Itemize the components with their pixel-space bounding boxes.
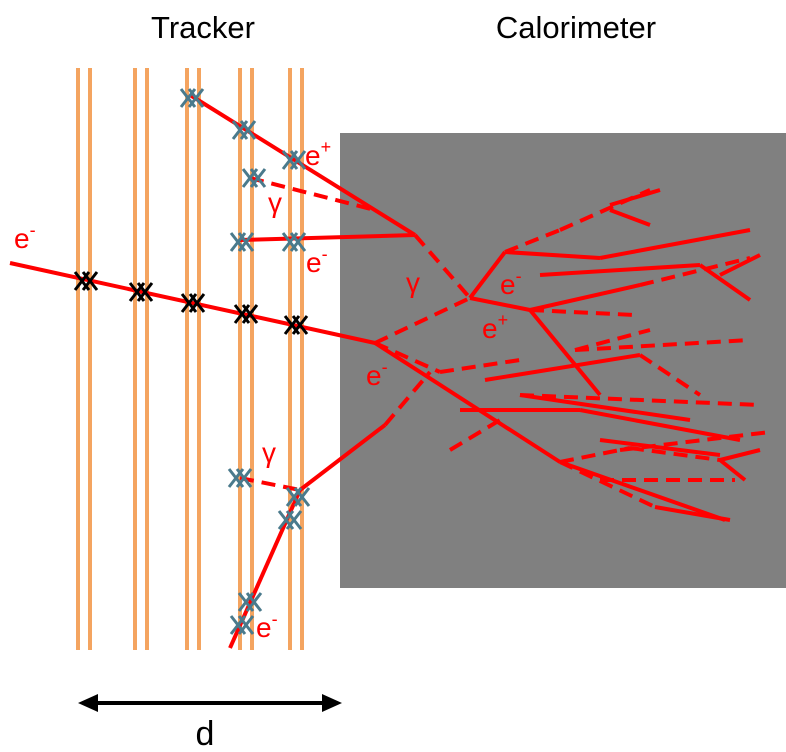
- particle-symbol: e: [500, 269, 516, 300]
- particle-charge: -: [272, 609, 278, 629]
- particle-label: e-: [256, 609, 278, 643]
- track: [599, 228, 751, 260]
- tracker-heading: Tracker: [151, 10, 255, 45]
- hit-mark: [239, 120, 257, 140]
- particle-charge: -: [30, 220, 36, 240]
- particle-charge: +: [498, 310, 509, 330]
- hit-mark: [235, 468, 253, 488]
- track: [529, 283, 641, 312]
- hit-mark: [241, 304, 259, 324]
- track: [469, 296, 531, 312]
- particle-symbol: γ: [268, 187, 282, 218]
- track: [484, 353, 641, 382]
- track: [719, 448, 761, 462]
- track: [374, 341, 441, 374]
- hit-mark: [245, 592, 263, 612]
- particle-labels: e-e+γe-γ e-e+e-γe-: [14, 137, 522, 643]
- track: [468, 250, 507, 300]
- track: [504, 250, 601, 260]
- calorimeter-block: [340, 133, 786, 588]
- hit-mark: [81, 271, 99, 291]
- track: [374, 296, 471, 345]
- particle-charge: -: [516, 266, 522, 286]
- track: [539, 263, 701, 277]
- hit-mark: [188, 293, 206, 313]
- track: [559, 460, 726, 522]
- hit-mark: [249, 168, 267, 188]
- track: [559, 460, 656, 509]
- hit-mark: [136, 282, 154, 302]
- hit-mark: [237, 615, 255, 635]
- particle-label: γ: [262, 437, 276, 468]
- particle-symbol: e: [482, 313, 498, 344]
- track: [413, 233, 472, 300]
- track: [609, 188, 661, 207]
- track: [528, 308, 602, 397]
- track: [698, 263, 752, 302]
- track: [559, 188, 651, 232]
- track: [439, 358, 521, 374]
- hit-mark: [237, 232, 255, 252]
- track: [239, 476, 301, 492]
- particle-label: e+: [482, 310, 508, 344]
- particle-charge: -: [382, 357, 388, 377]
- arrow-head: [78, 694, 98, 712]
- track: [654, 505, 731, 522]
- track: [504, 228, 561, 254]
- track: [383, 370, 432, 427]
- particle-label: e+: [305, 137, 331, 171]
- track: [519, 393, 691, 422]
- particle-charge: +: [321, 137, 332, 157]
- particle-symbol: γ: [262, 437, 276, 468]
- hit-mark: [285, 510, 303, 530]
- particle-label: γ: [268, 187, 282, 218]
- particle-label: e-: [306, 244, 328, 278]
- particle-label: γ: [406, 267, 420, 298]
- track: [574, 328, 651, 352]
- particle-label: e-: [366, 357, 388, 391]
- particle-label: e-: [500, 266, 522, 300]
- track: [298, 423, 387, 492]
- particle-symbol: e: [256, 612, 272, 643]
- track: [9, 261, 376, 345]
- calorimeter-heading: Calorimeter: [496, 10, 656, 45]
- track: [638, 353, 702, 397]
- hit-mark: [289, 150, 307, 170]
- track: [619, 430, 771, 452]
- distance-label: d: [196, 715, 215, 752]
- hit-mark: [187, 88, 205, 108]
- track: [579, 408, 741, 442]
- track: [448, 418, 502, 452]
- track: [629, 446, 721, 462]
- particle-symbol: γ: [406, 267, 420, 298]
- hit-mark: [291, 315, 309, 335]
- track: [609, 208, 651, 227]
- track: [519, 393, 761, 407]
- track: [373, 341, 562, 464]
- particle-label: e-: [14, 220, 36, 254]
- track: [574, 338, 751, 352]
- tracker-layers: [76, 68, 304, 650]
- track: [239, 233, 416, 242]
- track: [529, 308, 636, 317]
- track: [559, 446, 631, 464]
- particle-charge: -: [322, 244, 328, 264]
- particle-symbol: e: [305, 140, 321, 171]
- hits: [73, 88, 311, 635]
- hit-mark: [289, 232, 307, 252]
- track: [639, 256, 751, 287]
- particle-symbol: e: [306, 247, 322, 278]
- hit-mark: [293, 487, 311, 507]
- arrow-head: [322, 694, 342, 712]
- track: [719, 253, 761, 277]
- track: [599, 438, 721, 457]
- particle-symbol: e: [366, 360, 382, 391]
- particle-symbol: e: [14, 223, 30, 254]
- track: [718, 458, 747, 482]
